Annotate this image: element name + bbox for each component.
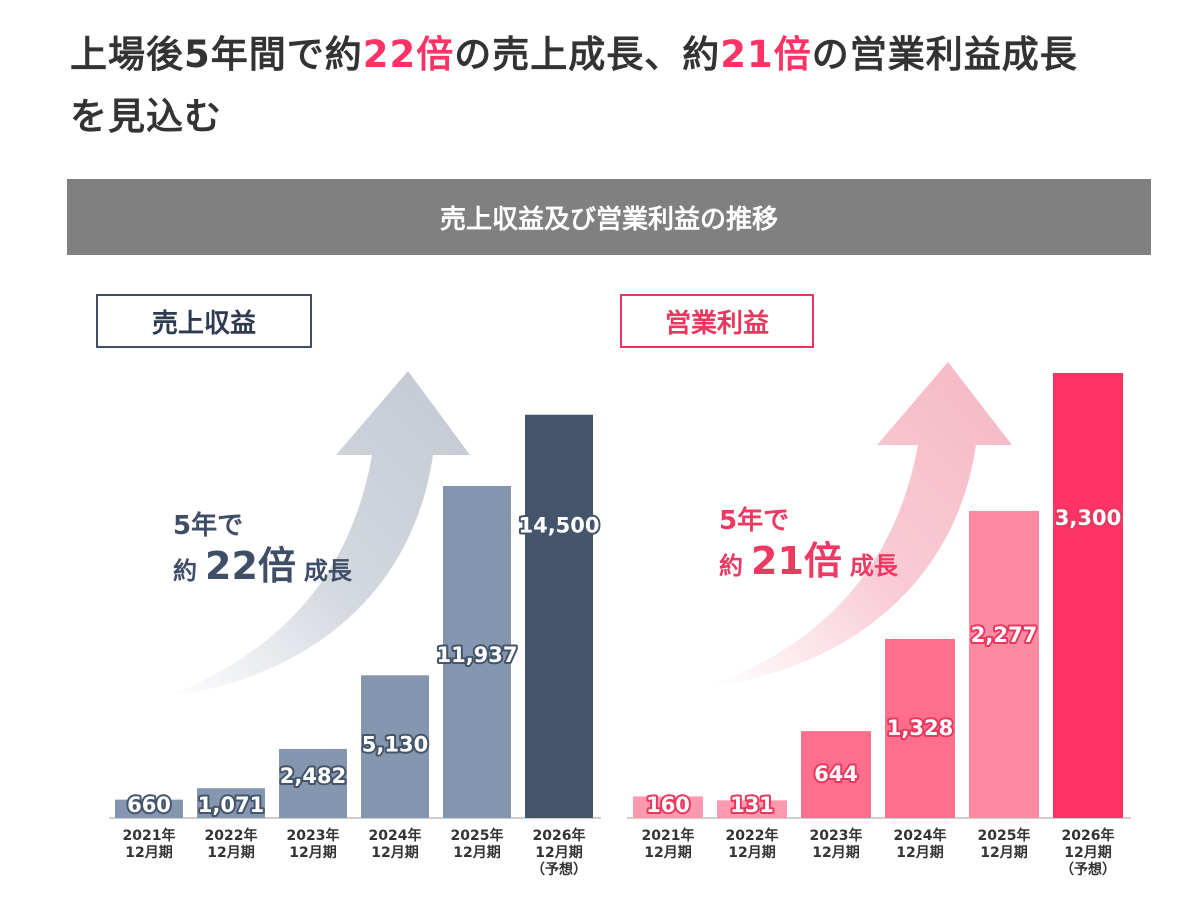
revenue-category-label: 2024年 (369, 827, 422, 844)
revenue-bar (443, 486, 511, 818)
operating-profit-value-label: 2,277 (971, 623, 1037, 647)
operating-profit-bar (969, 510, 1039, 818)
operating-profit-category-label: 2026年 (1062, 827, 1115, 844)
operating-profit-category-label: 12月期 (728, 845, 775, 861)
revenue-value-label: 11,937 (436, 643, 517, 667)
operating-profit-category-label: 12月期 (812, 845, 859, 861)
operating-profit-bar (885, 638, 955, 818)
revenue-category-label: 12月期 (535, 845, 582, 861)
headline-highlight-profit: 21倍 (720, 33, 812, 76)
headline-text-1: 上場後5年間で約 (70, 33, 363, 76)
revenue-bar (115, 799, 183, 818)
revenue-bar (279, 748, 347, 818)
operating-profit-bar (717, 800, 787, 818)
headline-text-4: を見込む (70, 95, 222, 138)
revenue-category-label: 2022年 (205, 827, 258, 844)
revenue-category-label: 2025年 (451, 827, 504, 844)
revenue-bar (361, 675, 429, 818)
operating-profit-value-label: 160 (646, 793, 690, 817)
operating-profit-category-label: 2024年 (894, 827, 947, 844)
revenue-category-label: 2026年 (533, 827, 586, 844)
operating-profit-category-label: 12月期 (1064, 845, 1111, 861)
revenue-category-label: 2021年 (123, 827, 176, 844)
operating-profit-growth-suffix: 成長 (849, 551, 898, 580)
revenue-value-label: 660 (127, 793, 171, 817)
operating-profit-value-label: 131 (730, 793, 774, 817)
revenue-category-label: 12月期 (289, 845, 336, 861)
revenue-chart: 6602021年12月期1,0712022年12月期2,4822023年12月期… (109, 414, 602, 878)
revenue-category-label: 12月期 (125, 845, 172, 861)
operating-profit-value-label: 644 (814, 762, 858, 786)
operating-profit-growth-prefix: 約 (719, 551, 743, 580)
revenue-bar (525, 414, 593, 818)
headline-highlight-revenue: 22倍 (362, 33, 455, 76)
operating-profit-category-label: （予想） (1060, 861, 1116, 878)
revenue-category-label: （予想） (531, 861, 587, 878)
operating-profit-category-label: 2021年 (642, 827, 695, 844)
operating-profit-value-label: 1,328 (887, 716, 953, 740)
operating-profit-category-label: 2025年 (978, 827, 1031, 844)
operating-profit-growth-callout: 5年で 約 21倍 成長 (719, 505, 898, 585)
revenue-growth-period: 5年で (173, 511, 244, 541)
operating-profit-category-label: 12月期 (644, 845, 691, 861)
headline-text-2: の売上成長、約 (454, 33, 721, 76)
revenue-growth-value: 22倍 (205, 543, 296, 588)
operating-profit-growth-value: 21倍 (751, 538, 842, 583)
revenue-value-label: 14,500 (518, 514, 599, 538)
revenue-growth-arrow (165, 371, 470, 697)
revenue-growth-callout: 5年で 約 22倍 成長 (173, 510, 352, 590)
operating-profit-bar (1053, 373, 1123, 818)
revenue-growth-suffix: 成長 (303, 556, 352, 585)
revenue-value-label: 1,071 (198, 793, 264, 817)
operating-profit-growth-period: 5年で (719, 506, 790, 536)
operating-profit-category-label: 2023年 (810, 827, 863, 844)
revenue-category-label: 12月期 (453, 845, 500, 861)
operating-profit-bar (633, 796, 703, 818)
operating-profit-panel-label: 営業利益 (620, 294, 814, 348)
operating-profit-category-label: 12月期 (896, 845, 943, 861)
revenue-panel-label: 売上収益 (96, 294, 312, 348)
revenue-value-label: 2,482 (280, 764, 346, 788)
revenue-growth-prefix: 約 (173, 556, 197, 585)
operating-profit-bar (801, 731, 871, 818)
revenue-category-label: 12月期 (371, 845, 418, 861)
operating-profit-category-label: 12月期 (980, 845, 1027, 861)
operating-profit-value-label: 3,300 (1055, 506, 1121, 530)
revenue-bar (197, 788, 265, 818)
section-banner: 売上収益及び営業利益の推移 (67, 179, 1151, 255)
operating-profit-chart: 1602021年12月期1312022年12月期6442023年12月期1,32… (627, 373, 1131, 878)
revenue-category-label: 12月期 (207, 845, 254, 861)
operating-profit-growth-arrow (708, 362, 1012, 687)
headline-text-3: の営業利益成長 (811, 33, 1078, 76)
revenue-value-label: 5,130 (362, 732, 428, 756)
operating-profit-category-label: 2022年 (726, 827, 779, 844)
headline: 上場後5年間で約22倍の売上成長、約21倍の営業利益成長を見込む (70, 24, 1170, 148)
revenue-category-label: 2023年 (287, 827, 340, 844)
